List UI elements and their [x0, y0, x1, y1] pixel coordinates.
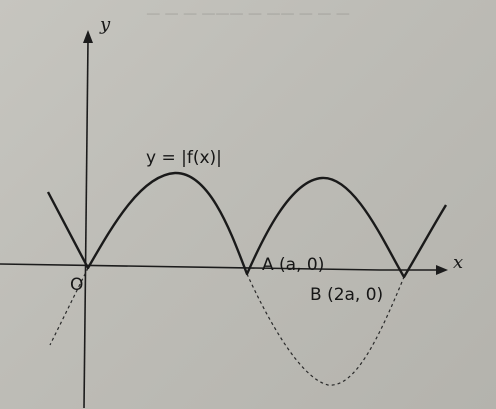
dashed-curve-f-lower-arch [246, 273, 405, 386]
y-axis-label: y [99, 14, 111, 35]
point-b-label: B (2a, 0) [310, 285, 383, 305]
origin-label: O [70, 275, 83, 295]
solid-curve-abs-f [46, 171, 448, 279]
x-axis-line [0, 263, 440, 271]
dashed-curve-f [49, 267, 89, 346]
y-axis-arrow [83, 30, 93, 43]
x-axis-label: x [453, 252, 463, 273]
point-a-label: A (a, 0) [262, 255, 324, 275]
x-axis-arrow [436, 265, 448, 275]
y-axis-line [83, 39, 89, 409]
function-label: y = |f(x)| [146, 148, 222, 168]
